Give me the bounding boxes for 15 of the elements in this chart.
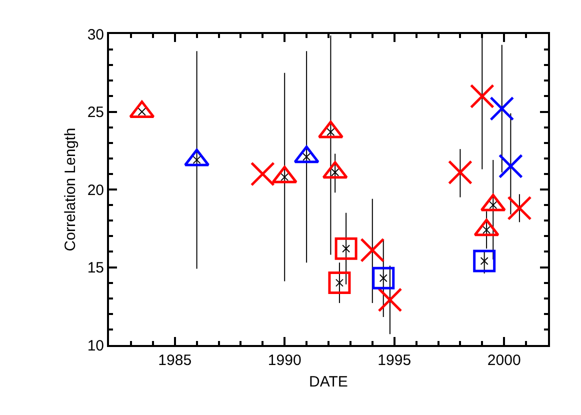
point — [372, 266, 395, 290]
point — [250, 162, 275, 186]
y-tick-label: 20 — [87, 182, 104, 199]
y-tick-label: 10 — [87, 337, 104, 354]
y-tick-label: 15 — [87, 260, 104, 276]
x-tick-label: 1985 — [158, 352, 192, 369]
x-axis-title: DATE — [309, 374, 348, 390]
x-tick-label: 2000 — [487, 352, 521, 369]
y-tick-label: 30 — [87, 26, 104, 44]
point — [334, 237, 358, 260]
y-tick-label: 25 — [87, 104, 104, 121]
x-tick-label: 1995 — [378, 352, 412, 369]
point — [328, 272, 351, 294]
x-tick-label: 1990 — [268, 352, 302, 369]
y-axis-title: Correlation Length — [62, 128, 80, 252]
